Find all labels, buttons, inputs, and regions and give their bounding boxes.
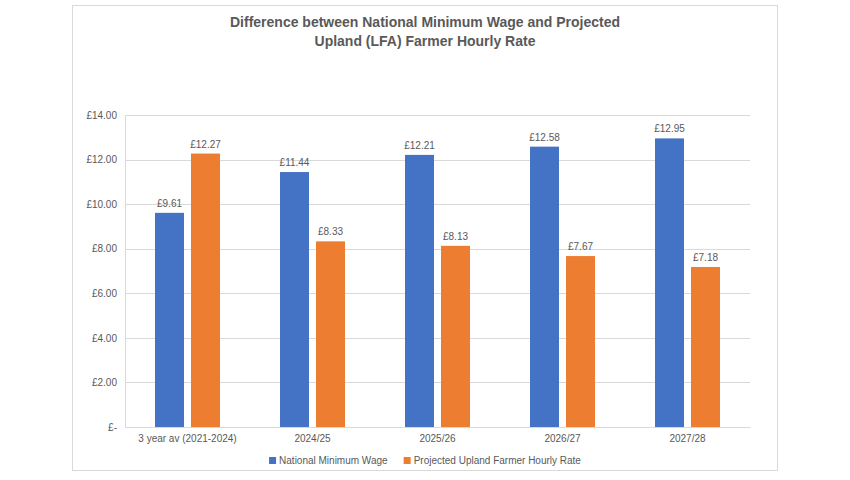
bar	[155, 213, 184, 427]
bar	[566, 256, 595, 427]
data-label: £12.27	[190, 139, 221, 150]
chart-frame	[73, 6, 778, 471]
legend-swatch	[269, 457, 276, 464]
data-label: £8.33	[318, 226, 343, 237]
x-axis: 3 year av (2021-2024) 2024/25 2025/26 2026/…	[126, 427, 751, 444]
legend: National Minimum Wage Projected Upland Fa…	[269, 455, 581, 466]
title: Difference between National Minimum Wage…	[230, 14, 620, 49]
grid-line	[125, 115, 750, 116]
data-label: £9.61	[157, 198, 182, 209]
x-tick-label: 2025/26	[419, 433, 456, 444]
x-tick: 2026/27	[544, 427, 581, 444]
bar	[316, 241, 345, 427]
bar	[280, 172, 309, 427]
y-tick-label: £8.00	[92, 243, 117, 254]
bar	[405, 155, 434, 427]
title-line: Difference between National Minimum Wage…	[230, 14, 620, 30]
y-tick-label: £-	[108, 422, 117, 433]
x-axis-line	[126, 427, 751, 428]
x-tick-label: 2027/28	[669, 433, 706, 444]
legend-label: National Minimum Wage	[279, 455, 388, 466]
bar	[191, 154, 220, 427]
data-label: £11.44	[280, 157, 310, 168]
title-line: Upland (LFA) Farmer Hourly Rate	[315, 33, 536, 49]
legend-item: Projected Upland Farmer Hourly Rate	[404, 455, 582, 466]
data-label: £12.95	[654, 123, 685, 134]
data-label: £7.67	[568, 241, 593, 252]
y-axis: £- £2.00 £4.00 £6.00 £8.00 £10.00 £12.00 £14.00	[86, 110, 125, 433]
legend-item: National Minimum Wage	[269, 455, 388, 466]
data-labels: £9.61 £11.44 £12.21 £12.58 £12.95 £12.27 £8.33…	[157, 123, 718, 263]
bar	[441, 246, 470, 427]
data-label: £12.58	[529, 132, 560, 143]
x-tick: 2027/28	[669, 427, 706, 444]
y-tick: £6.00	[92, 288, 125, 299]
y-tick: £-	[108, 422, 125, 433]
y-tick: £10.00	[86, 199, 125, 210]
grid-line	[125, 427, 750, 428]
grid	[125, 116, 750, 428]
data-label: £8.13	[443, 231, 468, 242]
bar	[691, 267, 720, 427]
x-tick: 2024/25	[294, 427, 331, 444]
bar	[655, 138, 684, 427]
y-tick-label: £6.00	[92, 288, 117, 299]
y-tick: £14.00	[86, 110, 125, 121]
y-tick: £12.00	[86, 154, 125, 165]
data-label: £12.21	[404, 140, 435, 151]
y-tick: £8.00	[92, 243, 125, 254]
y-tick-label: £2.00	[92, 377, 117, 388]
legend-label: Projected Upland Farmer Hourly Rate	[414, 455, 582, 466]
x-tick-label: 2024/25	[294, 433, 331, 444]
x-tick: 2025/26	[419, 427, 456, 444]
chart: Difference between National Minimum Wage…	[0, 0, 850, 480]
bars	[155, 138, 720, 427]
x-tick: 3 year av (2021-2024)	[138, 427, 236, 444]
y-tick-label: £14.00	[86, 110, 117, 121]
y-tick-label: £4.00	[92, 333, 117, 344]
y-tick-label: £12.00	[86, 154, 117, 165]
y-tick: £2.00	[92, 377, 125, 388]
y-tick-label: £10.00	[86, 199, 117, 210]
legend-swatch	[404, 457, 411, 464]
y-axis-line	[125, 116, 126, 428]
x-tick-label: 3 year av (2021-2024)	[138, 433, 236, 444]
x-tick-label: 2026/27	[544, 433, 581, 444]
bar	[530, 147, 559, 427]
y-tick: £4.00	[92, 333, 125, 344]
data-label: £7.18	[693, 252, 718, 263]
